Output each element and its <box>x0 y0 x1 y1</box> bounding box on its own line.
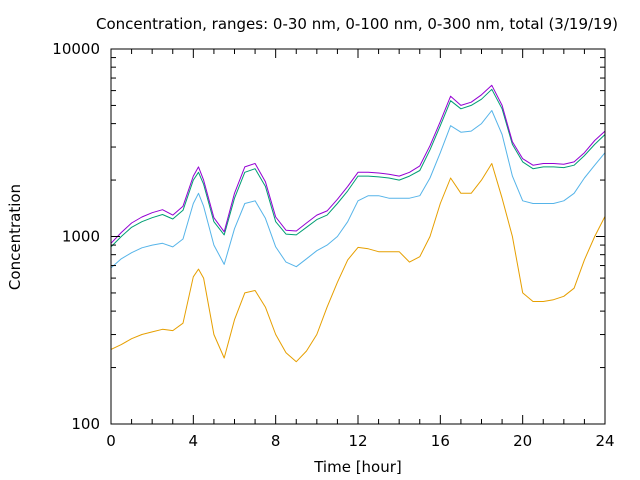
y-tick-label: 10000 <box>52 40 100 58</box>
axis-ticks: 0 4 8 12 16 20 24 100 1000 10000 <box>52 40 614 450</box>
chart-title: Concentration, ranges: 0-30 nm, 0-100 nm… <box>96 15 618 33</box>
x-tick-label: 24 <box>595 432 614 450</box>
x-tick-label: 20 <box>513 432 532 450</box>
y-tick-label: 1000 <box>62 228 100 246</box>
plot-frame <box>110 48 606 425</box>
series-line-1 <box>110 163 606 363</box>
y-axis-label: Concentration <box>6 184 24 290</box>
series-line-2 <box>110 110 606 269</box>
series-line-4 <box>110 84 606 244</box>
series-line-3 <box>110 88 606 248</box>
plot-lines <box>110 84 606 363</box>
x-tick-label: 16 <box>431 432 450 450</box>
x-tick-label: 12 <box>348 432 367 450</box>
y-tick-label: 100 <box>71 415 100 433</box>
x-tick-label: 0 <box>106 432 116 450</box>
x-tick-label: 8 <box>271 432 281 450</box>
x-axis-label: Time [hour] <box>313 458 402 476</box>
x-tick-label: 4 <box>189 432 199 450</box>
